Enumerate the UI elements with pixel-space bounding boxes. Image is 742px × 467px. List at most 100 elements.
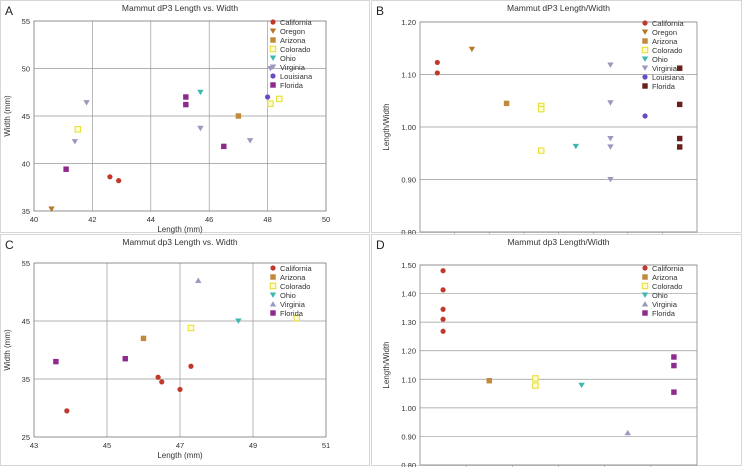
data-point [641, 46, 649, 54]
data-point [607, 144, 614, 150]
data-point [676, 144, 683, 150]
legend-entry: California [652, 19, 685, 28]
legend-entry: Arizona [652, 37, 678, 46]
legend-entry: Ohio [280, 291, 296, 300]
legend-entry: Oregon [652, 28, 677, 37]
y-tick-label: 55 [22, 17, 30, 26]
y-tick-label: 1.50 [401, 261, 416, 270]
panel-c: C Mammut dp3 Length vs. Width 25 35 45 55 43 4… [0, 234, 370, 466]
y-tick-label: 1.10 [401, 71, 416, 80]
legend-entry: California [280, 264, 313, 273]
data-point [53, 358, 59, 365]
data-point [64, 408, 70, 414]
data-point [265, 94, 271, 100]
data-point [532, 375, 539, 382]
data-point [607, 135, 614, 142]
data-point [641, 65, 649, 71]
y-tick-label: 0.90 [401, 176, 416, 185]
data-point [269, 28, 277, 34]
data-point [503, 100, 510, 107]
y-tick-label: 50 [22, 65, 30, 74]
data-point [440, 306, 446, 312]
x-tick-label: 49 [249, 441, 257, 450]
data-point [269, 55, 277, 61]
data-point [269, 45, 277, 53]
chart-c: Mammut dp3 Length vs. Width 25 35 45 55 43 45 4… [3, 237, 330, 460]
legend-entry: Florida [652, 309, 676, 318]
data-point [440, 316, 446, 322]
legend-entry: California [652, 264, 685, 273]
data-point [74, 126, 82, 133]
legend-entry: California [280, 18, 313, 27]
data-point [270, 310, 276, 316]
data-point [676, 101, 683, 108]
chart-b: Mammut dP3 Length/Width 0.80 0.90 1.00 1.10 1… [382, 3, 698, 237]
x-tick-label: 42 [88, 215, 96, 224]
data-point [676, 135, 683, 142]
plot-frame [419, 264, 698, 466]
data-point [434, 59, 440, 66]
y-tick-label: 1.20 [401, 347, 416, 356]
legend-entry: Virginia [280, 300, 306, 309]
data-point [187, 324, 195, 332]
data-point [197, 125, 204, 132]
y-tick-label: 0.90 [401, 432, 416, 441]
data-point [642, 310, 648, 316]
y-tick-label: 0.80 [401, 228, 416, 237]
data-point [188, 363, 194, 369]
data-point [671, 354, 677, 360]
legend-entry: Colorado [652, 46, 682, 55]
data-point [269, 292, 277, 298]
x-tick-label: 40 [30, 215, 38, 224]
legend-entry: Louisiana [652, 73, 685, 82]
data-point [293, 314, 301, 322]
data-point [235, 318, 242, 324]
legend-entry: Florida [652, 82, 676, 91]
chart-title: Mammut dP3 Length vs. Width [122, 3, 238, 13]
data-point [642, 38, 648, 44]
data-point [270, 19, 276, 25]
data-point [468, 46, 476, 53]
data-point [107, 174, 113, 180]
data-point [269, 64, 277, 70]
data-point [71, 139, 79, 145]
x-tick-label: 47 [176, 441, 184, 450]
y-tick-label: 55 [22, 259, 30, 268]
data-point [607, 100, 614, 106]
data-point [270, 82, 276, 88]
data-point [642, 274, 648, 280]
data-point [641, 292, 649, 298]
data-point [642, 20, 648, 26]
data-point [155, 374, 161, 380]
legend-entry: Ohio [652, 55, 668, 64]
data-point [140, 335, 147, 342]
data-point [440, 287, 446, 293]
x-tick-label: 45 [103, 441, 111, 450]
data-point [235, 113, 242, 119]
legend-entry: Virginia [280, 63, 306, 72]
data-point [246, 138, 254, 144]
data-point [537, 105, 545, 113]
legend-entry: Oregon [280, 27, 305, 36]
data-point [276, 95, 283, 103]
x-tick-label: 46 [205, 215, 213, 224]
x-tick-label: 48 [263, 215, 271, 224]
data-point [671, 362, 677, 369]
data-point [440, 268, 446, 274]
data-point [578, 382, 585, 389]
data-point [641, 282, 649, 290]
y-tick-label: 0.80 [401, 461, 416, 467]
legend-entry: Arizona [280, 36, 306, 45]
legend-entry: Colorado [280, 45, 310, 54]
data-point [642, 265, 648, 271]
panel-letter: C [5, 238, 14, 252]
legend-entry: Florida [280, 81, 304, 90]
legend-entry: Ohio [652, 291, 668, 300]
data-point [642, 83, 648, 89]
panel-letter: A [5, 4, 14, 18]
y-tick-label: 25 [22, 433, 30, 442]
data-point [267, 100, 274, 107]
chart-title: Mammut dp3 Length vs. Width [122, 237, 238, 247]
y-tick-label: 35 [22, 375, 30, 384]
